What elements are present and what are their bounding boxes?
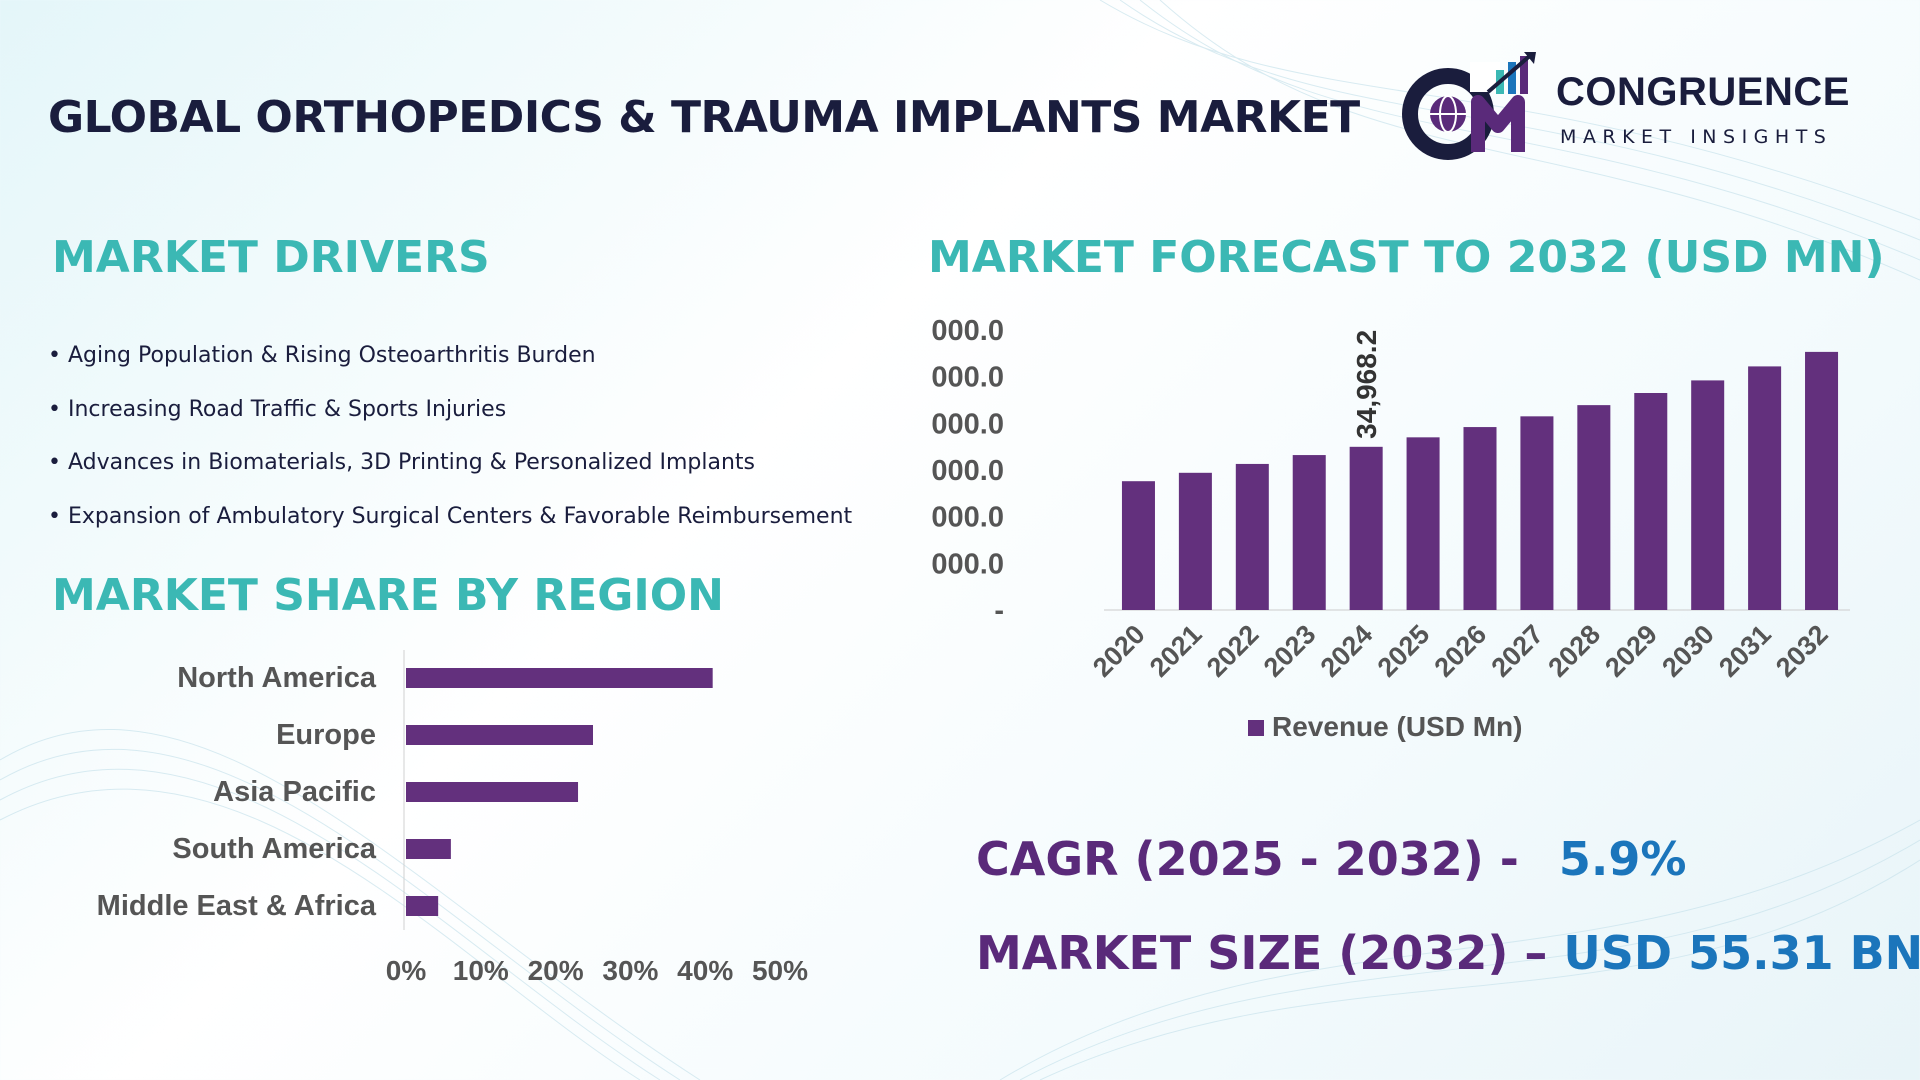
y-tick-label: 40,000.0 xyxy=(930,408,1004,440)
market-size-label: MARKET SIZE (2032) – xyxy=(976,926,1548,980)
forecast-bar xyxy=(1349,446,1383,610)
market-size-kpi: MARKET SIZE (2032) – USD 55.31 BN xyxy=(976,926,1920,980)
x-tick-label: 2025 xyxy=(1372,619,1436,683)
cagr-value: 5.9% xyxy=(1558,832,1687,886)
page-title: GLOBAL ORTHOPEDICS & TRAUMA IMPLANTS MAR… xyxy=(48,92,1360,143)
x-tick-label: 20% xyxy=(528,955,584,986)
data-label: 34,968.2 xyxy=(1351,330,1382,439)
x-tick-label: 2027 xyxy=(1485,619,1549,683)
driver-item: Increasing Road Traffic & Sports Injurie… xyxy=(48,390,852,444)
x-tick-label: 10% xyxy=(453,955,509,986)
forecast-bar xyxy=(1406,437,1440,610)
forecast-bar xyxy=(1805,351,1839,610)
region-bar xyxy=(406,839,451,859)
forecast-bar xyxy=(1235,463,1269,610)
forecast-title: MARKET FORECAST TO 2032 (USD MN) xyxy=(928,232,1885,283)
x-tick-label: 2023 xyxy=(1258,619,1322,683)
forecast-bar xyxy=(1463,427,1497,610)
market-size-value: USD 55.31 BN xyxy=(1563,926,1920,980)
forecast-bar xyxy=(1691,380,1725,610)
legend-swatch xyxy=(1248,720,1264,736)
forecast-bar xyxy=(1292,455,1326,610)
driver-item: Expansion of Ambulatory Surgical Centers… xyxy=(48,497,852,551)
forecast-bar xyxy=(1520,416,1554,610)
x-tick-label: 0% xyxy=(386,955,427,986)
y-tick-label: 20,000.0 xyxy=(930,502,1004,534)
cm-logo-mark-icon xyxy=(1402,52,1536,160)
x-tick-label: 30% xyxy=(602,955,658,986)
region-share-chart: North America Europe Asia Pacific South Ame… xyxy=(97,650,808,986)
cagr-kpi: CAGR (2025 - 2032) - 5.9% xyxy=(976,832,1686,886)
x-tick-label: 2020 xyxy=(1087,619,1151,683)
legend-label: Revenue (USD Mn) xyxy=(1272,711,1522,742)
x-tick-label: 40% xyxy=(677,955,733,986)
region-label: South America xyxy=(172,833,376,865)
region-label: Middle East & Africa xyxy=(97,890,377,922)
company-logo: CONGRUENCE MARKET INSIGHTS xyxy=(1400,52,1880,162)
y-tick-label: 10,000.0 xyxy=(930,548,1004,580)
region-label: North America xyxy=(177,662,377,694)
forecast-bar xyxy=(1577,405,1611,610)
x-tick-label: 2024 xyxy=(1315,619,1379,683)
region-bar xyxy=(406,668,713,688)
x-tick-label: 2026 xyxy=(1429,619,1493,683)
driver-item: Advances in Biomaterials, 3D Printing & … xyxy=(48,443,852,497)
x-tick-label: 2032 xyxy=(1770,619,1834,683)
y-tick-label: 30,000.0 xyxy=(930,455,1004,487)
region-bar xyxy=(406,782,579,802)
x-tick-label: 2022 xyxy=(1201,619,1265,683)
forecast-bar xyxy=(1121,481,1155,610)
logo-name: CONGRUENCE xyxy=(1556,70,1850,114)
region-share-title: MARKET SHARE BY REGION xyxy=(52,570,724,621)
region-bar xyxy=(406,725,593,745)
y-tick-label: - xyxy=(994,595,1004,627)
x-tick-label: 2030 xyxy=(1656,619,1720,683)
drivers-list: Aging Population & Rising Osteoarthritis… xyxy=(48,336,852,550)
forecast-bar xyxy=(1748,366,1782,610)
region-label: Asia Pacific xyxy=(213,776,376,808)
market-drivers-title: MARKET DRIVERS xyxy=(52,232,490,283)
region-label: Europe xyxy=(276,719,376,751)
forecast-bar xyxy=(1634,393,1668,610)
x-tick-label: 2031 xyxy=(1713,619,1777,683)
region-bar xyxy=(406,896,439,916)
y-tick-label: 60,000.0 xyxy=(930,315,1004,347)
x-tick-label: 2021 xyxy=(1144,619,1208,683)
forecast-chart: - 10,000.0 20,000.0 30,000.0 40,000.0 50,000.… xyxy=(930,315,1850,742)
x-tick-label: 2028 xyxy=(1542,619,1606,683)
y-tick-label: 50,000.0 xyxy=(930,362,1004,394)
logo-subtitle: MARKET INSIGHTS xyxy=(1560,126,1833,148)
x-tick-label: 50% xyxy=(752,955,808,986)
x-tick-label: 2029 xyxy=(1599,619,1663,683)
forecast-bar xyxy=(1178,472,1212,610)
cagr-label: CAGR (2025 - 2032) - xyxy=(976,832,1519,886)
driver-item: Aging Population & Rising Osteoarthritis… xyxy=(48,336,852,390)
